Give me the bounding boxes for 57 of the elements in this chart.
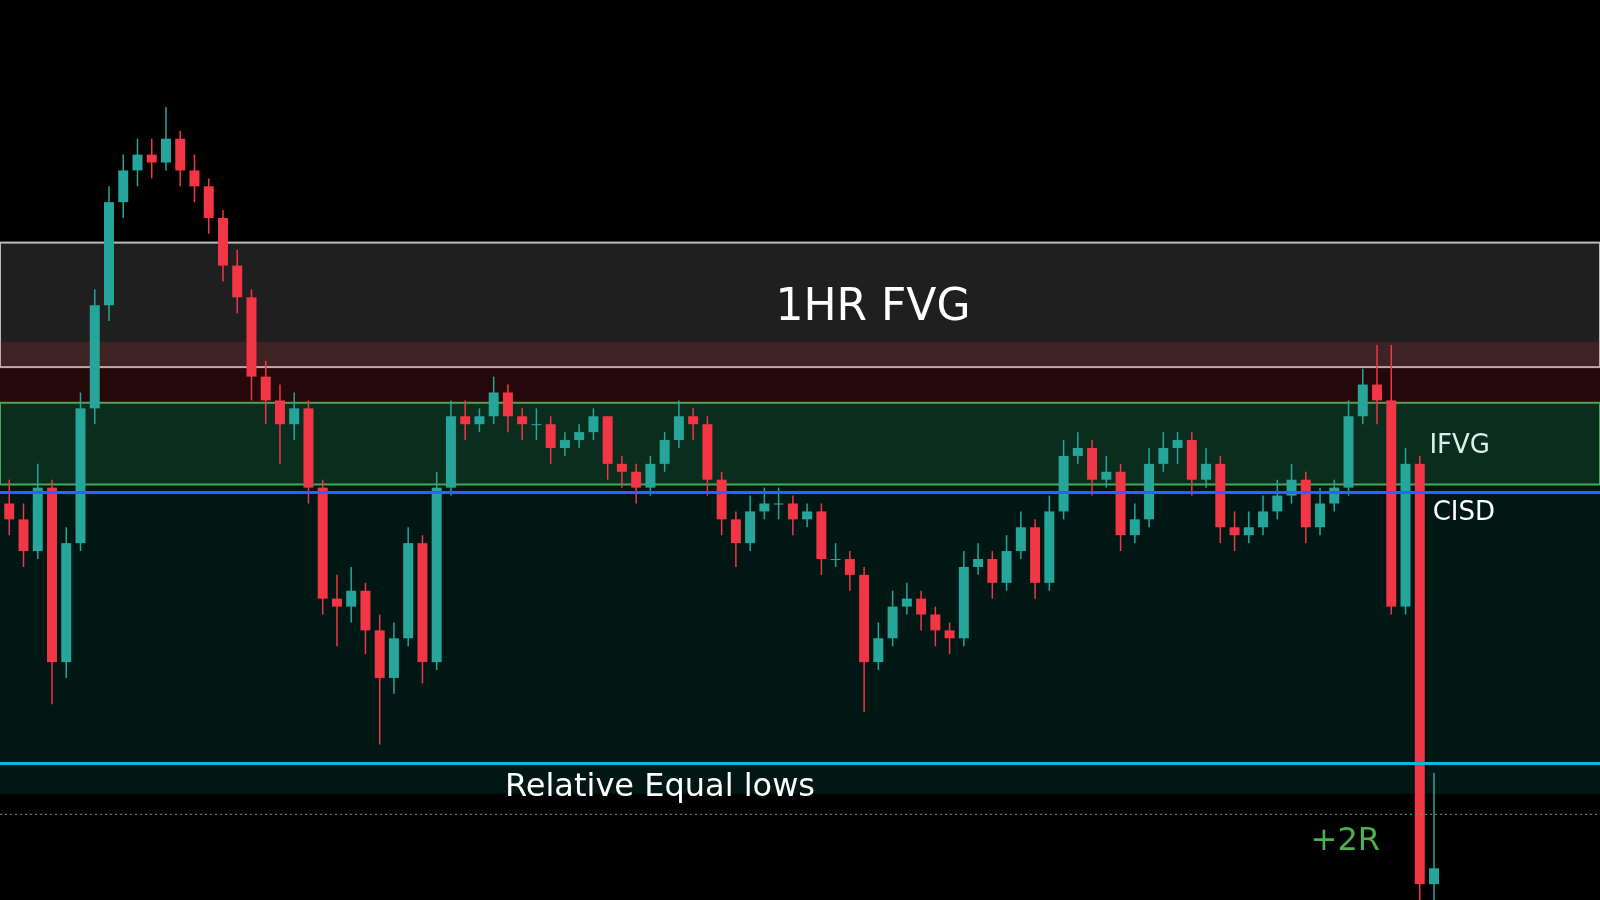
candlestick [645, 455, 656, 497]
ref-line-label: CISD [1432, 495, 1495, 526]
candlestick [1229, 510, 1240, 552]
candlestick [1129, 502, 1140, 544]
candlestick [346, 566, 357, 624]
candlestick [844, 550, 855, 592]
candlestick [488, 375, 499, 425]
candlestick [773, 486, 784, 521]
candlestick [944, 621, 955, 655]
candlestick [588, 407, 599, 441]
candlestick [616, 455, 627, 489]
band-label: IFVG [1429, 428, 1490, 459]
candlestick [1258, 494, 1269, 536]
candlestick [873, 621, 884, 671]
candlestick [631, 463, 642, 505]
candlestick [474, 407, 485, 433]
candlestick [1372, 344, 1383, 425]
candlestick [1172, 431, 1183, 465]
candlestick [1201, 447, 1212, 489]
candlestick [559, 431, 570, 457]
candlestick [1015, 510, 1026, 560]
ref-line-label: +2R [1310, 820, 1380, 859]
candlestick [146, 137, 157, 180]
candlestick [901, 582, 912, 616]
candlestick [502, 383, 513, 433]
candlestick [545, 415, 556, 465]
candlestick [531, 407, 542, 441]
candlestick [189, 153, 200, 203]
candlestick [460, 399, 471, 441]
candlestick [331, 574, 342, 647]
candlestick [802, 502, 813, 529]
candlestick [161, 106, 171, 172]
candlestick [260, 360, 271, 425]
band-label: 1HR FVG [775, 279, 971, 331]
candlestick [659, 431, 670, 473]
candlestick [730, 510, 741, 568]
candlestick [289, 391, 300, 441]
candlestick [1243, 510, 1254, 544]
candlestick [673, 399, 684, 449]
candlestick [987, 550, 998, 600]
candlestick [274, 383, 285, 465]
candlestick [688, 407, 699, 441]
candlestick [1158, 431, 1169, 473]
candlestick [1272, 478, 1283, 521]
candlestick [1429, 772, 1439, 900]
ref-line-label: Relative Equal lows [504, 765, 816, 804]
candlestick [1101, 455, 1112, 489]
candlestick [930, 605, 941, 647]
candlestick [916, 589, 927, 632]
candlestick [973, 542, 984, 576]
candlestick [787, 494, 798, 536]
candlestick [1315, 486, 1326, 536]
candlestick [830, 542, 841, 568]
candlestick [574, 423, 585, 449]
candlestick [4, 478, 15, 536]
candlestick [517, 407, 528, 441]
candlestick [1072, 431, 1083, 465]
